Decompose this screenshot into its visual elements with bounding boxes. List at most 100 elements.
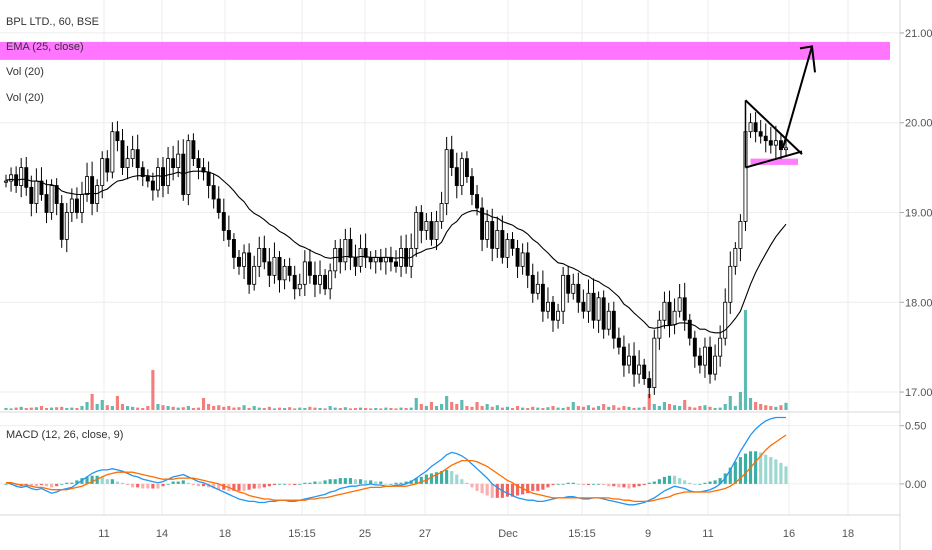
macd-hist-bar-115: [586, 483, 591, 486]
volume-bar-23: [120, 404, 125, 410]
macd-hist-bar-11: [60, 483, 64, 485]
volume-bar-1: [9, 408, 13, 410]
candle-body-131: [667, 301, 672, 326]
macd-hist-bar-146: [743, 453, 748, 484]
macd-hist-bar-137: [698, 483, 702, 485]
candle-body-151: [768, 140, 773, 146]
candle-body-17: [90, 176, 95, 204]
time-tick-label-3: 15:15: [288, 528, 316, 540]
candle-body-141: [718, 337, 723, 357]
volume-bar-64: [328, 406, 332, 410]
volume-bar-24: [125, 406, 130, 410]
volume-bar-21: [110, 406, 114, 410]
candle-body-60: [307, 261, 312, 276]
candle-body-122: [621, 346, 626, 366]
candle-body-147: [748, 122, 753, 133]
candle-body-58: [297, 283, 302, 290]
volume-bar-31: [161, 405, 165, 410]
candle-body-8: [44, 194, 49, 213]
volume-bar-76: [389, 408, 393, 410]
candle-body-9: [49, 185, 54, 213]
time-axis[interactable]: 11 14 18 15:15 25 27 Dec 15:15 9 11 16 18: [98, 528, 854, 540]
volume-bar-87: [445, 396, 449, 410]
volume-bar-101: [515, 406, 520, 410]
volume-bar-146: [743, 310, 748, 410]
macd-hist-bar-107: [546, 483, 550, 488]
candle-body-109: [556, 310, 561, 321]
candle-body-71: [363, 247, 368, 258]
volume-bar-11: [60, 406, 64, 410]
macd-hist-bar-23: [120, 482, 125, 484]
volume-bar-17: [90, 394, 94, 410]
candle-body-15: [80, 194, 84, 213]
price-tick-label-2: 19.00: [905, 207, 932, 219]
macd-hist-bar-148: [754, 451, 758, 484]
candle-body-93: [475, 194, 480, 209]
volume-bar-138: [703, 405, 707, 410]
candle-body-25: [130, 149, 135, 160]
price-axis[interactable]: 17.00 18.00 19.00 20.00 21.00: [900, 28, 932, 399]
volume-bar-49: [252, 406, 256, 410]
candle-body-24: [125, 158, 130, 169]
volume-bar-32: [166, 406, 170, 410]
macd-hist-bar-129: [657, 479, 661, 484]
macd-axis[interactable]: 0.50 0.00: [900, 421, 926, 491]
volume-bar-5: [29, 407, 33, 410]
macd-hist-bar-88: [450, 471, 454, 484]
volume-bar-122: [622, 406, 626, 410]
macd-hist-bar-25: [131, 483, 135, 488]
candle-body-115: [586, 292, 591, 312]
candle-body-138: [702, 346, 707, 366]
macd-hist-bar-50: [257, 483, 261, 489]
time-tick-label-9: 11: [702, 528, 713, 540]
candle-body-55: [282, 265, 287, 281]
macd-hist-bar-97: [495, 483, 499, 498]
volume-bar-75: [384, 407, 388, 410]
volume-bar-66: [338, 408, 342, 410]
volume-bar-2: [14, 407, 18, 410]
time-tick-label-7: 15:15: [568, 528, 596, 540]
candle-body-67: [343, 239, 348, 263]
volume-bar-3: [19, 406, 23, 410]
volume-bar-35: [181, 407, 185, 410]
macd-legend[interactable]: MACD (12, 26, close, 9): [6, 429, 124, 441]
candle-body-33: [171, 158, 176, 169]
macd-hist-bar-32: [166, 483, 170, 485]
ema-legend[interactable]: EMA (25, close): [6, 41, 84, 53]
drawings: [744, 45, 816, 169]
candle-body-113: [576, 283, 581, 303]
volume-bar-115: [586, 405, 591, 410]
candle-body-114: [581, 301, 586, 312]
symbol-label[interactable]: BPL LTD., 60, BSE: [6, 16, 99, 28]
triangle-lower-line: [745, 150, 803, 169]
volume-bar-70: [358, 407, 363, 410]
candle-body-98: [500, 230, 505, 258]
macd-hist-bar-60: [308, 482, 312, 484]
volume-bar-25: [131, 406, 135, 410]
volume-bar-79: [404, 408, 408, 410]
zones: [0, 41, 890, 165]
volume-bar-119: [607, 406, 611, 410]
volume-bars: [4, 310, 788, 410]
macd-hist-bar-21: [110, 479, 114, 484]
macd-hist-bar-130: [662, 476, 667, 484]
candle-body-144: [733, 247, 738, 267]
macd-hist-bar-118: [602, 483, 606, 486]
time-tick-label-0: 11: [98, 528, 109, 540]
volume-legend[interactable]: Vol (20): [6, 66, 44, 78]
candle-body-123: [627, 355, 631, 366]
volume-bar-29: [151, 370, 155, 410]
candle-body-82: [419, 212, 424, 231]
macd-hist-bar-54: [277, 483, 282, 485]
macd-hist-bar-24: [125, 483, 130, 486]
candle-body-105: [535, 283, 540, 294]
volume-bar-100: [510, 408, 515, 410]
volume-legend-2[interactable]: Vol (20): [6, 92, 44, 104]
volume-bar-113: [576, 406, 580, 410]
volume-bar-83: [424, 406, 428, 410]
macd-hist-bar-29: [151, 483, 155, 489]
macd-hist-bar-74: [379, 481, 383, 484]
candle-body-112: [571, 283, 576, 294]
macd-hist-bar-153: [779, 462, 783, 484]
